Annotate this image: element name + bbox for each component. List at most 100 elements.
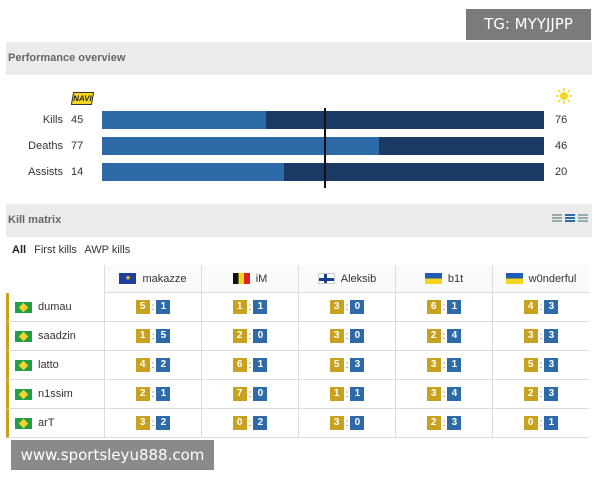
kills-value: 0 bbox=[232, 416, 247, 430]
score-separator: : bbox=[345, 359, 349, 371]
kills-value: 6 bbox=[426, 300, 441, 314]
kills-value: 3 bbox=[426, 387, 441, 401]
column-header-0[interactable]: ★ makazze bbox=[104, 265, 201, 293]
stat-right-value: 20 bbox=[555, 166, 568, 178]
row-header-2[interactable]: latto bbox=[6, 351, 104, 380]
deaths-value: 2 bbox=[156, 416, 171, 430]
score-separator: : bbox=[442, 388, 446, 400]
filter-all[interactable]: All bbox=[12, 244, 27, 256]
score-separator: : bbox=[151, 388, 155, 400]
kills-value: 4 bbox=[523, 300, 538, 314]
matrix-cell: 5:1 bbox=[104, 293, 201, 322]
detail-view-icon[interactable] bbox=[578, 214, 588, 223]
deaths-value: 0 bbox=[350, 416, 365, 430]
score-separator: : bbox=[442, 417, 446, 429]
stat-left-value: 45 bbox=[71, 114, 84, 126]
column-header-3[interactable]: b1t bbox=[395, 265, 492, 293]
column-header-4[interactable]: w0nderful bbox=[492, 265, 589, 293]
deaths-value: 0 bbox=[350, 300, 365, 314]
deaths-value: 0 bbox=[350, 329, 365, 343]
row-header-4[interactable]: arT bbox=[6, 409, 104, 438]
kill-matrix-table: ★ makazze iM Aleksib b1t w0nderful dumau 5:1 1:1… bbox=[6, 265, 592, 438]
score-separator: : bbox=[442, 330, 446, 342]
deaths-value: 3 bbox=[544, 387, 559, 401]
kills-value: 3 bbox=[426, 358, 441, 372]
stat-bar bbox=[102, 111, 544, 129]
finland-flag-icon bbox=[317, 273, 335, 284]
deaths-value: 4 bbox=[447, 329, 462, 343]
kills-value: 1 bbox=[329, 387, 344, 401]
matrix-cell: 6:1 bbox=[395, 293, 492, 322]
score-separator: : bbox=[539, 417, 543, 429]
kills-value: 5 bbox=[523, 358, 538, 372]
eu-flag-icon: ★ bbox=[119, 273, 137, 284]
kills-value: 3 bbox=[523, 329, 538, 343]
row-player-name: arT bbox=[38, 417, 55, 429]
deaths-value: 0 bbox=[253, 387, 268, 401]
score-separator: : bbox=[151, 417, 155, 429]
deaths-value: 1 bbox=[447, 300, 462, 314]
sun-team-logo-icon bbox=[556, 88, 572, 104]
score-separator: : bbox=[151, 301, 155, 313]
deaths-value: 2 bbox=[253, 416, 268, 430]
matrix-cell: 2:3 bbox=[492, 380, 589, 409]
compact-view-icon[interactable] bbox=[552, 214, 562, 223]
matrix-cell: 5:3 bbox=[492, 351, 589, 380]
matrix-cell: 2:1 bbox=[104, 380, 201, 409]
matrix-cell: 3:3 bbox=[492, 322, 589, 351]
midpoint-divider bbox=[324, 108, 326, 188]
ukraine-flag-icon bbox=[505, 273, 523, 284]
deaths-value: 3 bbox=[544, 358, 559, 372]
score-separator: : bbox=[248, 359, 252, 371]
matrix-cell: 3:2 bbox=[104, 409, 201, 438]
kills-value: 3 bbox=[329, 300, 344, 314]
score-separator: : bbox=[345, 388, 349, 400]
deaths-value: 4 bbox=[447, 387, 462, 401]
list-view-icon[interactable] bbox=[565, 214, 575, 223]
stat-row-deaths: Deaths 77 46 bbox=[6, 137, 592, 155]
score-separator: : bbox=[442, 301, 446, 313]
row-player-name: saadzin bbox=[38, 330, 76, 342]
kill-matrix-filters: All First kills AWP kills bbox=[6, 237, 592, 265]
matrix-cell: 3:0 bbox=[298, 322, 395, 351]
filter-first-kills[interactable]: First kills bbox=[34, 244, 77, 256]
kills-value: 0 bbox=[523, 416, 538, 430]
kills-value: 6 bbox=[232, 358, 247, 372]
row-player-name: latto bbox=[38, 359, 59, 371]
score-separator: : bbox=[345, 417, 349, 429]
matrix-cell: 3:0 bbox=[298, 409, 395, 438]
column-header-1[interactable]: iM bbox=[201, 265, 298, 293]
deaths-value: 1 bbox=[156, 387, 171, 401]
stat-row-kills: Kills 45 76 bbox=[6, 111, 592, 129]
matrix-cell: 3:1 bbox=[395, 351, 492, 380]
stat-bar-left-fill bbox=[102, 137, 379, 155]
matrix-cell: 1:1 bbox=[201, 293, 298, 322]
row-header-1[interactable]: saadzin bbox=[6, 322, 104, 351]
brazil-flag-icon bbox=[15, 388, 32, 400]
matrix-cell: 2:3 bbox=[395, 409, 492, 438]
stat-row-assists: Assists 14 20 bbox=[6, 163, 592, 181]
kills-value: 7 bbox=[232, 387, 247, 401]
column-player-name: Aleksib bbox=[340, 272, 377, 285]
row-header-3[interactable]: n1ssim bbox=[6, 380, 104, 409]
column-player-name: b1t bbox=[447, 272, 464, 285]
score-separator: : bbox=[539, 359, 543, 371]
navi-team-logo-icon: NAVI bbox=[70, 92, 95, 105]
score-separator: : bbox=[151, 330, 155, 342]
deaths-value: 0 bbox=[253, 329, 268, 343]
view-toggle bbox=[552, 214, 588, 223]
row-header-0[interactable]: dumau bbox=[6, 293, 104, 322]
score-separator: : bbox=[345, 330, 349, 342]
stat-bar bbox=[102, 137, 544, 155]
filter-awp-kills[interactable]: AWP kills bbox=[84, 244, 131, 256]
matrix-cell: 7:0 bbox=[201, 380, 298, 409]
brazil-flag-icon bbox=[15, 359, 32, 371]
deaths-value: 3 bbox=[544, 329, 559, 343]
kills-value: 2 bbox=[232, 329, 247, 343]
column-header-2[interactable]: Aleksib bbox=[298, 265, 395, 293]
matrix-cell: 4:3 bbox=[492, 293, 589, 322]
row-player-name: n1ssim bbox=[38, 388, 73, 400]
score-separator: : bbox=[539, 301, 543, 313]
deaths-value: 3 bbox=[544, 300, 559, 314]
matrix-cell: 3:0 bbox=[298, 293, 395, 322]
